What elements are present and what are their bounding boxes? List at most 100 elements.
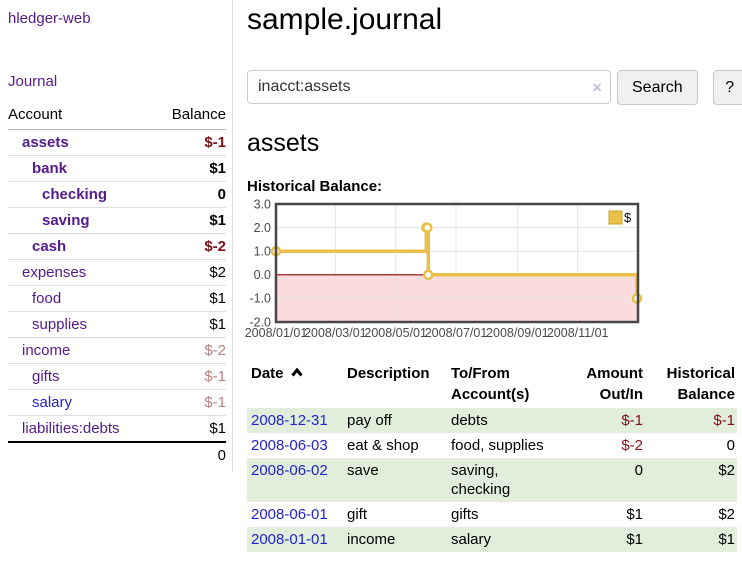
accounts-total-value: 0	[117, 441, 226, 468]
search-form: × Search ?	[247, 70, 742, 105]
register-row: 2008-06-03 eat & shop food, supplies $-2 0	[247, 433, 737, 458]
account-balance: $1	[117, 207, 226, 234]
account-link[interactable]: supplies	[32, 316, 88, 333]
account-link[interactable]: assets	[22, 134, 69, 151]
y-tick-label: -1.0	[249, 292, 271, 306]
x-tick-label: 2008/05/01	[364, 326, 427, 340]
register-date-cell: 2008-06-03	[247, 433, 343, 458]
account-row: salary $-1	[8, 389, 226, 416]
account-row: assets $-1	[8, 130, 226, 156]
register-col-label: Amount Out/In	[586, 365, 643, 403]
account-row: income $-2	[8, 337, 226, 364]
register-col-label: Description	[347, 365, 430, 382]
register-col-label: Date	[251, 365, 284, 382]
transaction-date-link[interactable]: 2008-06-03	[251, 437, 328, 454]
chart-title: Historical Balance:	[247, 178, 383, 195]
nav-journal-link[interactable]: Journal	[8, 73, 58, 90]
register-date-cell: 2008-06-01	[247, 502, 343, 527]
register-col-to-from-account-s-[interactable]: To/From Account(s)	[447, 361, 559, 408]
register-col-label: To/From Account(s)	[451, 365, 530, 403]
account-link[interactable]: liabilities:debts	[22, 420, 120, 437]
register-amount-cell: $1	[626, 506, 643, 523]
account-name-cell: checking	[8, 181, 117, 208]
account-row: checking 0	[8, 181, 226, 208]
x-tick-label: 2008/01/01	[245, 326, 308, 340]
account-balance: $1	[117, 285, 226, 312]
x-tick-label: 2008/07/01	[425, 326, 488, 340]
account-name-cell: saving	[8, 207, 117, 234]
search-wrap: ×	[247, 70, 611, 105]
register-row: 2008-01-01 income salary $1 $1	[247, 527, 737, 552]
register-amount-cell: $1	[626, 531, 643, 548]
brand: hledger-web	[8, 10, 232, 27]
account-link[interactable]: cash	[32, 238, 67, 255]
account-balance: $-1	[117, 389, 226, 416]
account-link[interactable]: saving	[42, 212, 90, 229]
clear-search-icon[interactable]: ×	[592, 77, 602, 97]
data-point[interactable]	[422, 222, 433, 233]
transaction-date-link[interactable]: 2008-01-01	[251, 531, 328, 548]
transaction-date-link[interactable]: 2008-06-01	[251, 506, 328, 523]
account-name-cell: cash	[8, 233, 117, 260]
transaction-date-link[interactable]: 2008-06-02	[251, 462, 328, 479]
sidebar: hledger-web Journal Account Balance asse…	[0, 0, 233, 472]
register-accounts-cell: saving, checking	[451, 462, 511, 498]
account-balance: $-1	[117, 363, 226, 390]
account-row: saving $1	[8, 207, 226, 234]
historical-balance-chart[interactable]: $3.0 2.0 1.0 0.0 -1.0 -2.0 2008/01/01 2008/03/0…	[245, 197, 647, 343]
account-balance: $-1	[204, 134, 226, 151]
account-row: food $1	[8, 285, 226, 312]
register-accounts-cell: debts	[451, 412, 488, 429]
main-content: sample.journal × Search ? assets Histori…	[233, 0, 742, 552]
x-tick-label: 2008/11/01	[547, 326, 609, 340]
y-tick-label: 3.0	[254, 197, 271, 211]
register-table: Date Description To/From Account(s) Amount …	[247, 361, 737, 552]
search-button[interactable]: Search	[617, 70, 698, 105]
data-point[interactable]	[423, 269, 434, 281]
account-link[interactable]: gifts	[32, 368, 60, 385]
brand-link[interactable]: hledger-web	[8, 10, 91, 27]
register-col-amount-out-in[interactable]: Amount Out/In	[559, 361, 645, 408]
account-name-cell: salary	[8, 389, 117, 416]
y-tick-label: 0.0	[254, 268, 271, 282]
account-link[interactable]: food	[32, 290, 62, 307]
nav: Journal	[8, 73, 232, 90]
transaction-date-link[interactable]: 2008-12-31	[251, 412, 328, 429]
account-name-cell: supplies	[8, 311, 117, 338]
register-date-cell: 2008-06-02	[247, 458, 343, 502]
accounts-total-row: 0	[8, 441, 226, 468]
register-row: 2008-12-31 pay off debts $-1 $-1	[247, 408, 737, 433]
register-date-cell: 2008-12-31	[247, 408, 343, 433]
register-col-label: Historical Balance	[666, 365, 735, 403]
register-col-date[interactable]: Date	[247, 361, 343, 408]
register-col-description[interactable]: Description	[343, 361, 447, 408]
account-heading: assets	[247, 129, 320, 157]
sort-asc-icon	[290, 367, 303, 377]
account-balance: $1	[117, 415, 226, 442]
register-balance-cell: $1	[718, 531, 735, 548]
register-col-historical-balance[interactable]: Historical Balance	[645, 361, 737, 408]
search-input[interactable]	[247, 70, 611, 104]
plot-border	[274, 202, 640, 324]
account-row: cash $-2	[8, 233, 226, 260]
account-link[interactable]: income	[22, 342, 71, 359]
help-button[interactable]: ?	[712, 70, 742, 105]
register-accounts-cell: gifts	[451, 506, 479, 523]
legend-swatch	[608, 210, 623, 225]
register-description-cell: income	[347, 531, 396, 548]
account-link[interactable]: salary	[32, 394, 73, 411]
accounts-header-row: Account Balance	[8, 104, 226, 130]
register-accounts-cell: salary	[451, 531, 492, 548]
register-row: 2008-06-01 gift gifts $1 $2	[247, 502, 737, 527]
accounts-col-balance: Balance	[117, 104, 226, 130]
account-link[interactable]: checking	[42, 186, 108, 203]
account-link[interactable]: expenses	[22, 264, 87, 281]
account-link[interactable]: bank	[32, 160, 68, 177]
account-name-cell: income	[8, 337, 117, 364]
register-description-cell: gift	[347, 506, 368, 523]
register-row: 2008-06-02 save saving, checking 0 $2	[247, 458, 737, 502]
page-title: sample.journal	[247, 3, 443, 36]
account-balance: 0	[117, 181, 226, 208]
account-name-cell: bank	[8, 155, 117, 182]
register-description-cell: save	[347, 462, 379, 479]
